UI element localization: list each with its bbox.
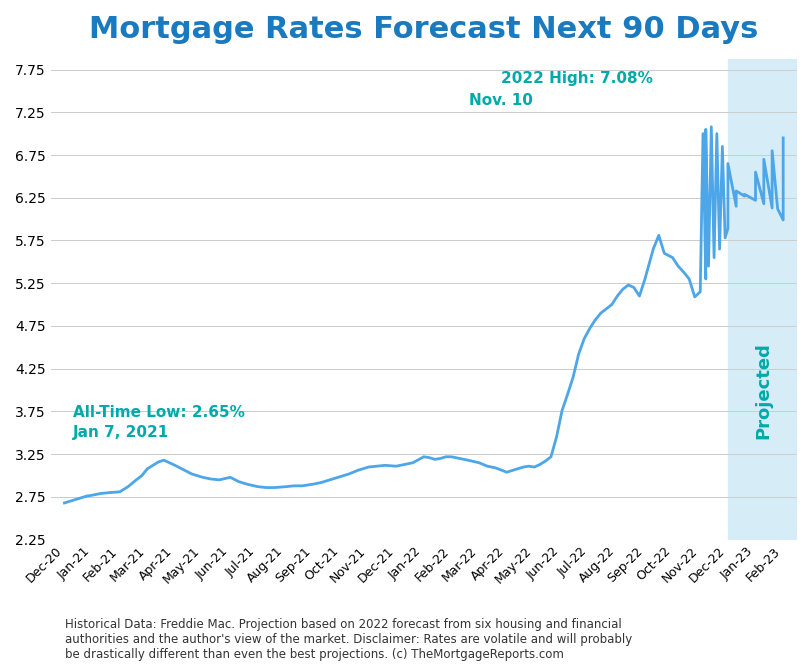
Text: Jan 7, 2021: Jan 7, 2021: [73, 425, 169, 440]
Text: All-Time Low: 2.65%: All-Time Low: 2.65%: [73, 405, 244, 420]
Text: Nov. 10: Nov. 10: [469, 93, 533, 108]
Text: Projected: Projected: [754, 341, 772, 438]
Title: Mortgage Rates Forecast Next 90 Days: Mortgage Rates Forecast Next 90 Days: [89, 15, 757, 44]
Bar: [727, 59, 796, 540]
Text: 2022 High: 7.08%: 2022 High: 7.08%: [500, 71, 652, 86]
Text: Historical Data: Freddie Mac. Projection based on 2022 forecast from six housing: Historical Data: Freddie Mac. Projection…: [65, 619, 632, 661]
